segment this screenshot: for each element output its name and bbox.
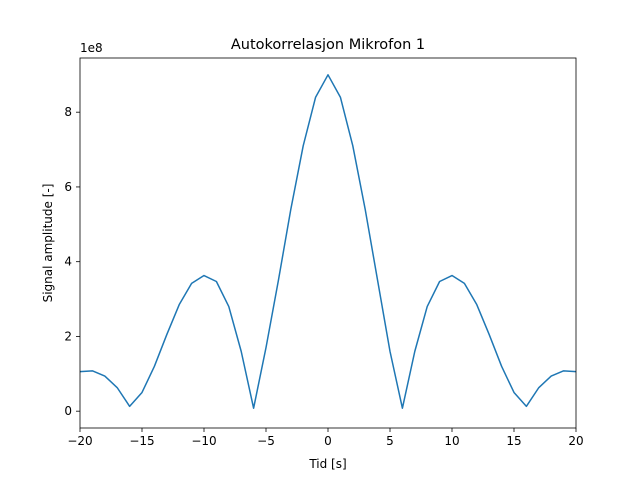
x-tick-label: −20 [67,434,92,448]
x-tick-label: 15 [506,434,521,448]
y-tick-label: 8 [64,105,72,119]
y-tick-label: 4 [64,255,72,269]
x-tick-label: −10 [191,434,216,448]
x-axis: −20 −15 −10 −5 0 5 10 15 20 [67,428,584,448]
y-tick-label: 0 [64,404,72,418]
y-tick-label: 2 [64,329,72,343]
x-tick-label: 0 [324,434,332,448]
y-axis-label: Signal amplitude [-] [41,184,55,303]
x-tick-label: 5 [386,434,394,448]
plot-area [79,74,577,409]
x-tick-label: −5 [257,434,275,448]
chart-title: Autokorrelasjon Mikrofon 1 [231,37,425,53]
series-line [79,74,577,409]
y-offset-label: 1e8 [80,41,103,55]
y-tick-label: 6 [64,180,72,194]
x-tick-label: 20 [568,434,583,448]
y-axis: 0 2 4 6 8 [64,105,80,418]
x-tick-label: 10 [444,434,459,448]
x-tick-label: −15 [129,434,154,448]
x-axis-label: Tid [s] [308,457,346,471]
